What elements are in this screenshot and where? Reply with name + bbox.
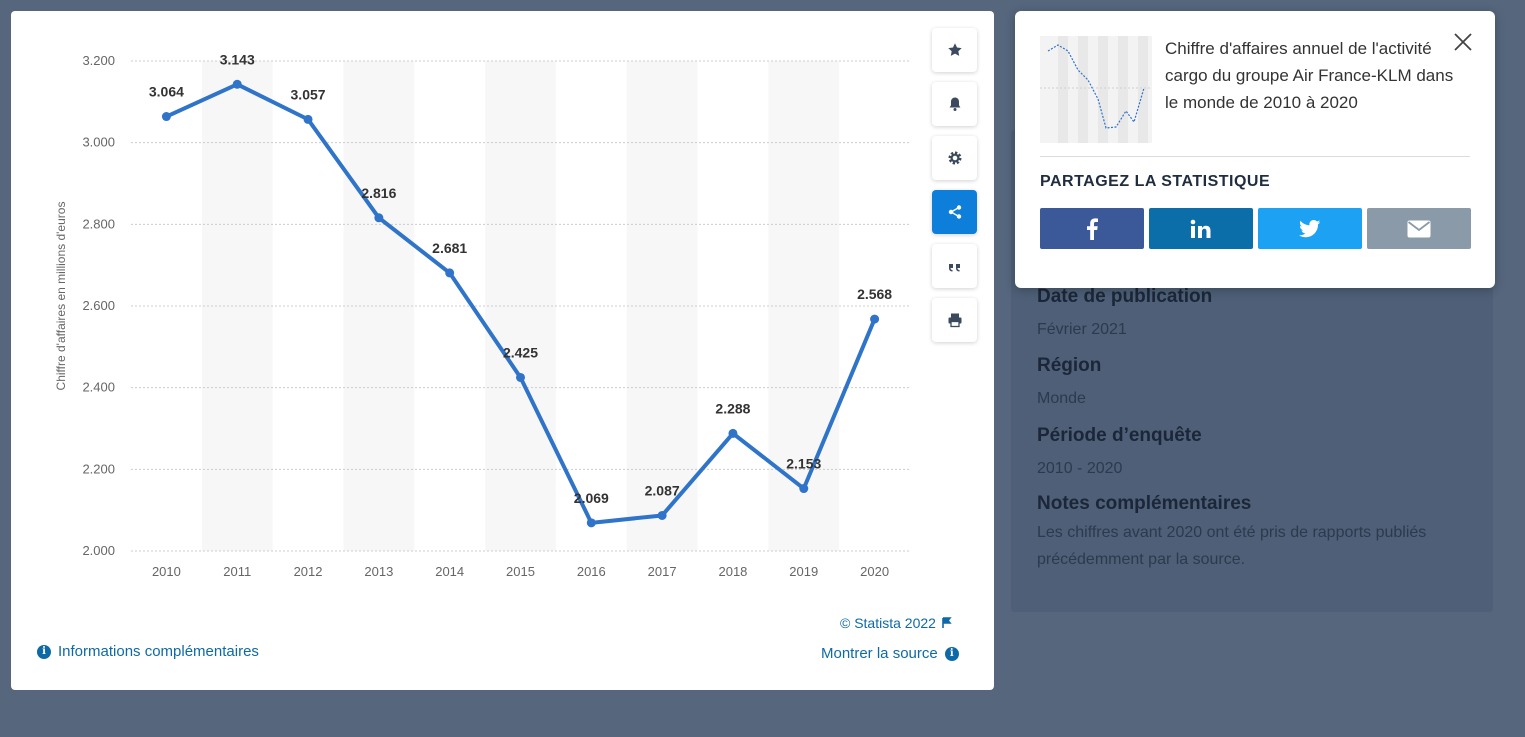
share-heading: PARTAGEZ LA STATISTIQUE [1040,173,1271,190]
data-label: 2.288 [715,400,750,416]
flag-icon [942,617,952,628]
y-tick-label: 2.800 [82,216,115,231]
x-tick-label: 2014 [435,564,464,579]
x-tick-label: 2010 [152,564,181,579]
show-source-link[interactable]: Montrer la source i [821,645,959,662]
info-icon: i [37,644,51,659]
region-value: Monde [1037,390,1086,407]
print-button[interactable] [932,298,977,342]
data-point [303,114,313,124]
gear-icon [948,151,961,165]
y-tick-label: 3.000 [82,135,115,150]
more-info-link[interactable]: i Informations complémentaires [37,643,259,660]
period-block: Période d’enquête 2010 - 2020 [1037,425,1202,482]
share-icon [948,205,961,219]
star-icon [947,43,962,56]
column-band [626,61,698,551]
data-point [870,314,880,324]
data-point [586,518,596,528]
data-point [232,79,242,89]
region-block: Région Monde [1037,355,1101,412]
data-label: 2.568 [857,286,892,302]
show-source-text: Montrer la source [821,645,938,662]
facebook-share-button[interactable] [1040,208,1144,249]
statistic-thumbnail [1040,36,1152,143]
x-tick-label: 2016 [577,564,606,579]
data-point [799,484,809,494]
info-icon: i [944,646,959,661]
data-label: 2.425 [503,344,538,360]
linkedin-icon [1190,219,1211,238]
y-tick-label: 2.400 [82,380,115,395]
data-label: 3.143 [220,51,255,67]
chart-card: 2.000 2.200 2.400 2.600 2.800 3.000 3.200 2010 2… [11,11,994,690]
data-point [728,428,738,438]
data-label: 2.087 [645,482,680,498]
x-tick-label: 2019 [789,564,818,579]
data-label: 2.069 [574,490,609,506]
email-share-button[interactable] [1367,208,1471,249]
data-label: 2.816 [361,185,396,201]
period-value: 2010 - 2020 [1037,460,1123,477]
line-chart: 2.000 2.200 2.400 2.600 2.800 3.000 3.200 2010 2… [54,51,910,579]
thumbnail-chart-icon [1040,36,1152,143]
share-button[interactable] [932,190,977,234]
x-tick-label: 2017 [648,564,677,579]
data-point [374,213,384,223]
publication-block: Date de publication Février 2021 [1037,286,1212,343]
period-label: Période d’enquête [1037,425,1202,446]
x-tick-label: 2012 [294,564,323,579]
y-axis-title: Chiffre d'affaires en millions d'euros [54,202,68,391]
share-buttons [1040,208,1471,249]
data-point [516,372,525,382]
alert-button[interactable] [932,82,977,126]
x-tick-label: 2011 [223,564,251,579]
email-icon [1407,220,1431,237]
y-tick-label: 2.000 [82,543,115,558]
y-tick-label: 2.200 [82,461,115,476]
facebook-icon [1087,217,1098,240]
data-point [445,268,455,278]
y-tick-label: 2.600 [82,298,115,313]
data-label: 3.057 [291,86,326,102]
cite-button[interactable] [932,244,977,288]
print-icon [948,313,961,328]
share-popup: Chiffre d'affaires annuel de l'activité … [1015,11,1495,288]
statista-copyright[interactable]: © Statista 2022 [840,615,952,631]
region-label: Région [1037,355,1102,376]
notes-block: Notes complémentaires Les chiffres avant… [1037,493,1437,573]
y-tick-label: 3.200 [82,53,115,68]
data-point [161,112,171,122]
quote-icon [948,264,960,272]
linkedin-share-button[interactable] [1149,208,1253,249]
chart-toolbar [932,28,977,352]
x-tick-label: 2015 [506,564,535,579]
x-tick-label: 2020 [860,564,889,579]
popup-divider [1040,156,1470,157]
twitter-share-button[interactable] [1258,208,1362,249]
data-point [657,510,667,520]
settings-button[interactable] [932,136,977,180]
publication-value: Février 2021 [1037,321,1127,338]
bell-icon [949,97,960,111]
copyright-text: © Statista 2022 [840,615,936,631]
close-icon[interactable] [1452,31,1474,53]
data-label: 2.681 [432,240,467,256]
x-tick-label: 2018 [718,564,747,579]
notes-label: Notes complémentaires [1037,493,1252,514]
statistic-title: Chiffre d'affaires annuel de l'activité … [1165,39,1454,112]
notes-value: Les chiffres avant 2020 ont été pris de … [1037,524,1427,568]
data-label: 3.064 [149,84,184,100]
more-info-text: Informations complémentaires [58,643,259,660]
favorite-button[interactable] [932,28,977,72]
twitter-icon [1299,219,1321,237]
x-tick-label: 2013 [364,564,393,579]
publication-label: Date de publication [1037,286,1213,307]
data-label: 2.153 [786,456,821,472]
